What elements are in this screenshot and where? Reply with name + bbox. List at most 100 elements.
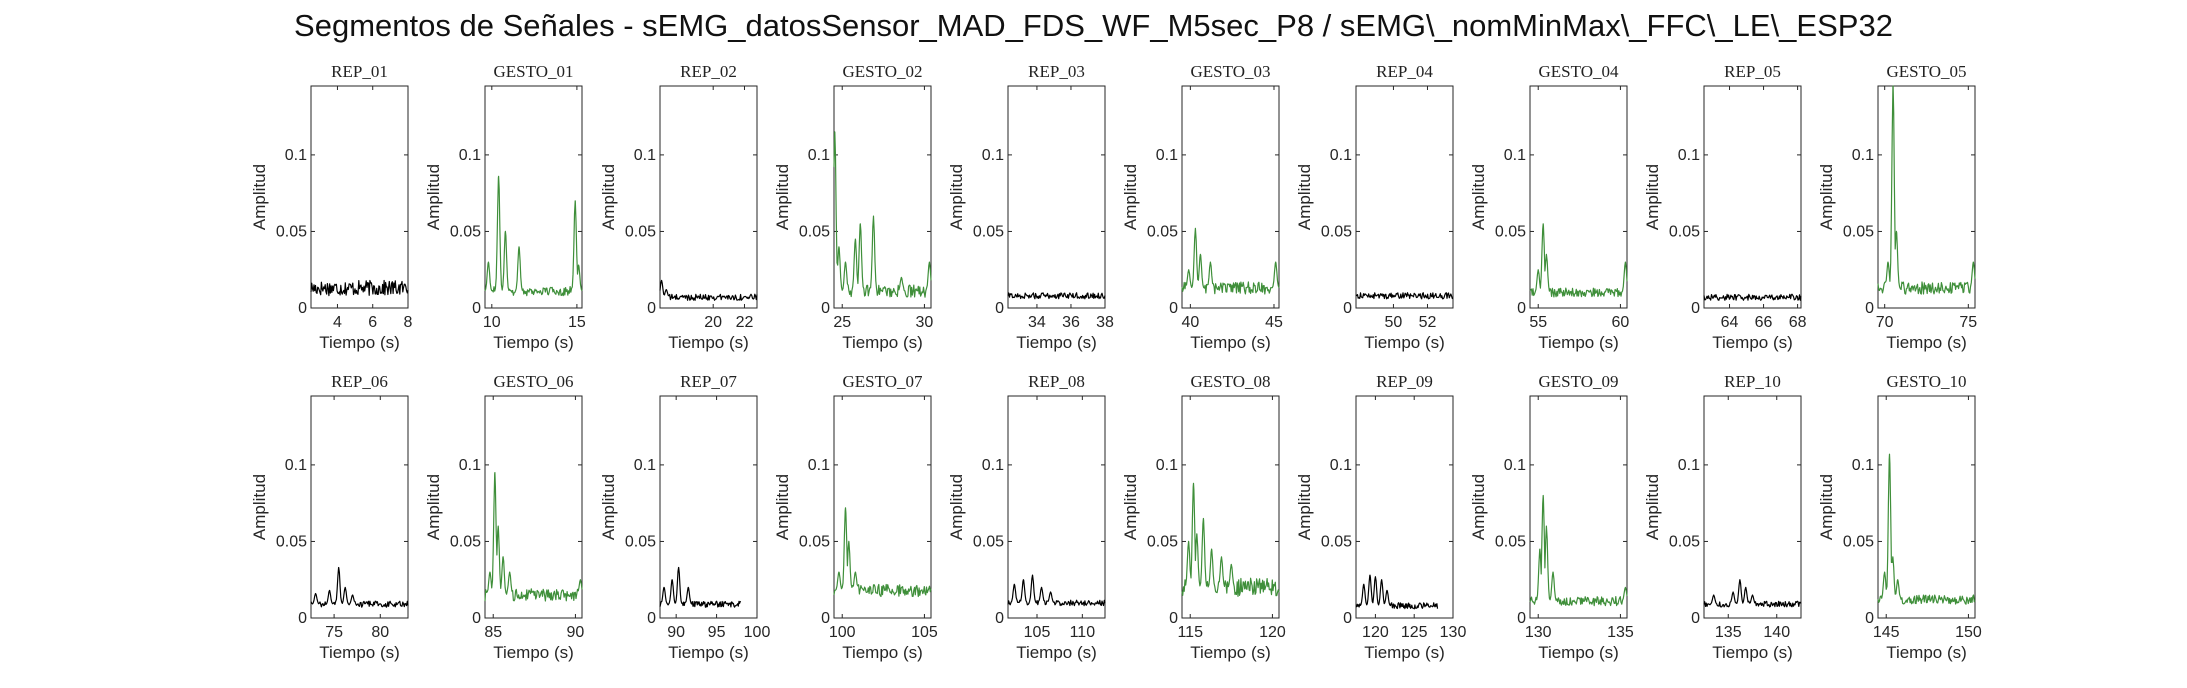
y-axis-label: Amplitud [1469,474,1488,540]
subplot-title: REP_10 [1724,372,1781,391]
y-tick-label: 0.05 [276,223,307,240]
y-tick-label: 0.1 [1852,147,1874,164]
x-axis-label: Tiempo (s) [1364,643,1445,662]
y-tick-label: 0.1 [459,147,481,164]
subplot-13: REP_07 0 0.05 0.1 90 95 100 Tiempo (s) Amplitud [599,372,770,662]
subplot-title: REP_06 [331,372,388,391]
x-tick-label: 15 [568,314,586,331]
x-tick-label: 25 [833,314,851,331]
axes-box [484,85,583,309]
y-tick-label: 0 [1517,300,1526,317]
y-tick-label: 0.1 [1678,457,1700,474]
x-tick-label: 140 [1763,624,1790,641]
subplot-7: REP_04 0 0.05 0.1 50 52 Tiempo (s) Amplitud [1295,62,1454,352]
axes-box [1529,85,1628,309]
subplot-title: REP_07 [680,372,737,391]
x-tick-label: 105 [911,624,938,641]
x-tick-label: 135 [1715,624,1742,641]
signal-line [310,566,409,608]
y-tick-label: 0.05 [973,533,1004,550]
x-tick-label: 135 [1607,624,1634,641]
y-tick-label: 0.05 [625,223,656,240]
x-tick-label: 130 [1440,624,1467,641]
x-tick-label: 30 [916,314,934,331]
signal-line [1355,292,1454,300]
x-tick-label: 145 [1873,624,1900,641]
y-tick-label: 0.05 [1669,533,1700,550]
x-tick-label: 66 [1755,314,1773,331]
y-tick-label: 0.1 [1156,457,1178,474]
subplot-title: GESTO_07 [843,372,923,391]
y-tick-label: 0 [995,610,1004,627]
x-axis-label: Tiempo (s) [1712,643,1793,662]
subplot-11: REP_06 0 0.05 0.1 75 80 Tiempo (s) Amplitud [250,372,409,662]
y-tick-label: 0 [1691,300,1700,317]
x-axis-label: Tiempo (s) [493,643,574,662]
x-axis-label: Tiempo (s) [1886,643,1967,662]
subplot-14: GESTO_07 0 0.05 0.1 100 105 Tiempo (s) Amplitud [773,372,938,662]
y-axis-label: Amplitud [1643,164,1662,230]
y-tick-label: 0.05 [1669,223,1700,240]
subplot-title: REP_01 [331,62,388,81]
subplot-19: REP_10 0 0.05 0.1 135 140 Tiempo (s) Amplitud [1643,372,1802,662]
y-tick-label: 0.1 [982,147,1004,164]
y-tick-label: 0.05 [799,223,830,240]
x-tick-label: 95 [708,624,726,641]
signal-line [484,472,583,602]
y-tick-label: 0 [1517,610,1526,627]
x-tick-label: 52 [1419,314,1437,331]
y-axis-label: Amplitud [1295,474,1314,540]
subplot-title: REP_03 [1028,62,1085,81]
axes-box [1007,395,1106,619]
subplot-title: GESTO_04 [1539,62,1619,81]
axes-box [1703,85,1802,309]
y-tick-label: 0.1 [1504,457,1526,474]
subplot-title: GESTO_03 [1191,62,1271,81]
x-tick-label: 90 [567,624,585,641]
x-tick-label: 90 [667,624,685,641]
signal-line [833,131,932,298]
y-tick-label: 0 [647,300,656,317]
y-axis-label: Amplitud [1121,164,1140,230]
x-tick-label: 8 [404,314,413,331]
y-axis-label: Amplitud [947,474,966,540]
signal-line [1703,293,1802,301]
y-tick-label: 0.1 [1330,457,1352,474]
y-tick-label: 0.1 [285,457,307,474]
signal-line [1007,574,1106,607]
y-tick-label: 0.1 [1156,147,1178,164]
y-tick-label: 0.05 [1495,533,1526,550]
y-axis-label: Amplitud [250,164,269,230]
signal-line [659,566,742,608]
y-tick-label: 0 [1343,300,1352,317]
y-axis-label: Amplitud [599,474,618,540]
y-axis-label: Amplitud [424,164,443,230]
signal-line [1181,482,1280,598]
axes-box [1877,395,1976,619]
x-tick-label: 120 [1259,624,1286,641]
y-axis-label: Amplitud [1469,164,1488,230]
subplot-6: GESTO_03 0 0.05 0.1 40 45 Tiempo (s) Amplitud [1121,62,1283,352]
y-tick-label: 0.05 [1147,533,1178,550]
x-tick-label: 50 [1385,314,1403,331]
subplot-8: GESTO_04 0 0.05 0.1 55 60 Tiempo (s) Amplitud [1469,62,1629,352]
x-tick-label: 80 [371,624,389,641]
x-tick-label: 34 [1028,314,1046,331]
x-axis-label: Tiempo (s) [1364,333,1445,352]
signal-line [659,279,758,301]
figure-title: Segmentos de Señales - sEMG_datosSensor_… [294,8,1893,43]
y-tick-label: 0.05 [1843,223,1874,240]
x-axis-label: Tiempo (s) [1016,643,1097,662]
signal-line [1529,494,1628,607]
subplot-title: REP_05 [1724,62,1781,81]
subplot-title: GESTO_02 [843,62,923,81]
y-tick-label: 0 [1865,610,1874,627]
x-tick-label: 120 [1362,624,1389,641]
y-tick-label: 0.05 [1495,223,1526,240]
y-tick-label: 0.1 [808,457,830,474]
subplot-title: GESTO_09 [1539,372,1619,391]
y-tick-label: 0.1 [1504,147,1526,164]
y-tick-label: 0.05 [1321,223,1352,240]
